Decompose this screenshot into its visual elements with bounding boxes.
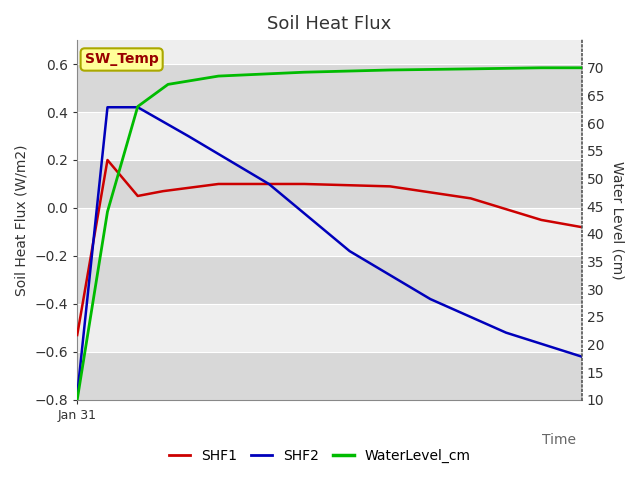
SHF1 <box>467 195 474 201</box>
Line: SHF2: SHF2 <box>77 107 582 395</box>
Bar <box>77 64 582 112</box>
Bar <box>77 304 582 352</box>
SHF2 <box>265 181 273 187</box>
WaterLevel_cm <box>578 65 586 71</box>
SHF1 <box>538 217 545 223</box>
SHF2 <box>184 133 192 139</box>
SHF2 <box>426 296 434 302</box>
SHF2 <box>346 248 353 254</box>
Line: SHF1: SHF1 <box>77 160 582 335</box>
SHF1 <box>386 183 394 189</box>
WaterLevel_cm <box>386 67 394 73</box>
WaterLevel_cm <box>538 65 545 71</box>
SHF2 <box>502 330 510 336</box>
Text: SW_Temp: SW_Temp <box>84 52 159 67</box>
SHF1 <box>159 188 167 194</box>
SHF2 <box>578 354 586 360</box>
SHF1 <box>300 181 308 187</box>
SHF1 <box>104 157 111 163</box>
Y-axis label: Soil Heat Flux (W/m2): Soil Heat Flux (W/m2) <box>15 144 29 296</box>
SHF1 <box>214 181 222 187</box>
Y-axis label: Water Level (cm): Water Level (cm) <box>611 161 625 279</box>
SHF1 <box>74 332 81 338</box>
WaterLevel_cm <box>214 73 222 79</box>
Bar <box>77 112 582 160</box>
WaterLevel_cm <box>300 69 308 75</box>
Title: Soil Heat Flux: Soil Heat Flux <box>268 15 392 33</box>
WaterLevel_cm <box>467 66 474 72</box>
SHF1 <box>578 224 586 230</box>
WaterLevel_cm <box>164 82 172 87</box>
Text: Time: Time <box>542 433 576 447</box>
Line: WaterLevel_cm: WaterLevel_cm <box>77 68 582 400</box>
SHF1 <box>134 193 141 199</box>
SHF2 <box>104 104 111 110</box>
SHF2 <box>134 104 141 110</box>
Bar <box>77 256 582 304</box>
Legend: SHF1, SHF2, WaterLevel_cm: SHF1, SHF2, WaterLevel_cm <box>164 443 476 468</box>
WaterLevel_cm <box>104 209 111 215</box>
Bar <box>77 208 582 256</box>
WaterLevel_cm <box>134 104 141 109</box>
SHF2 <box>74 392 81 398</box>
Bar <box>77 352 582 400</box>
WaterLevel_cm <box>74 397 81 403</box>
Bar <box>77 160 582 208</box>
